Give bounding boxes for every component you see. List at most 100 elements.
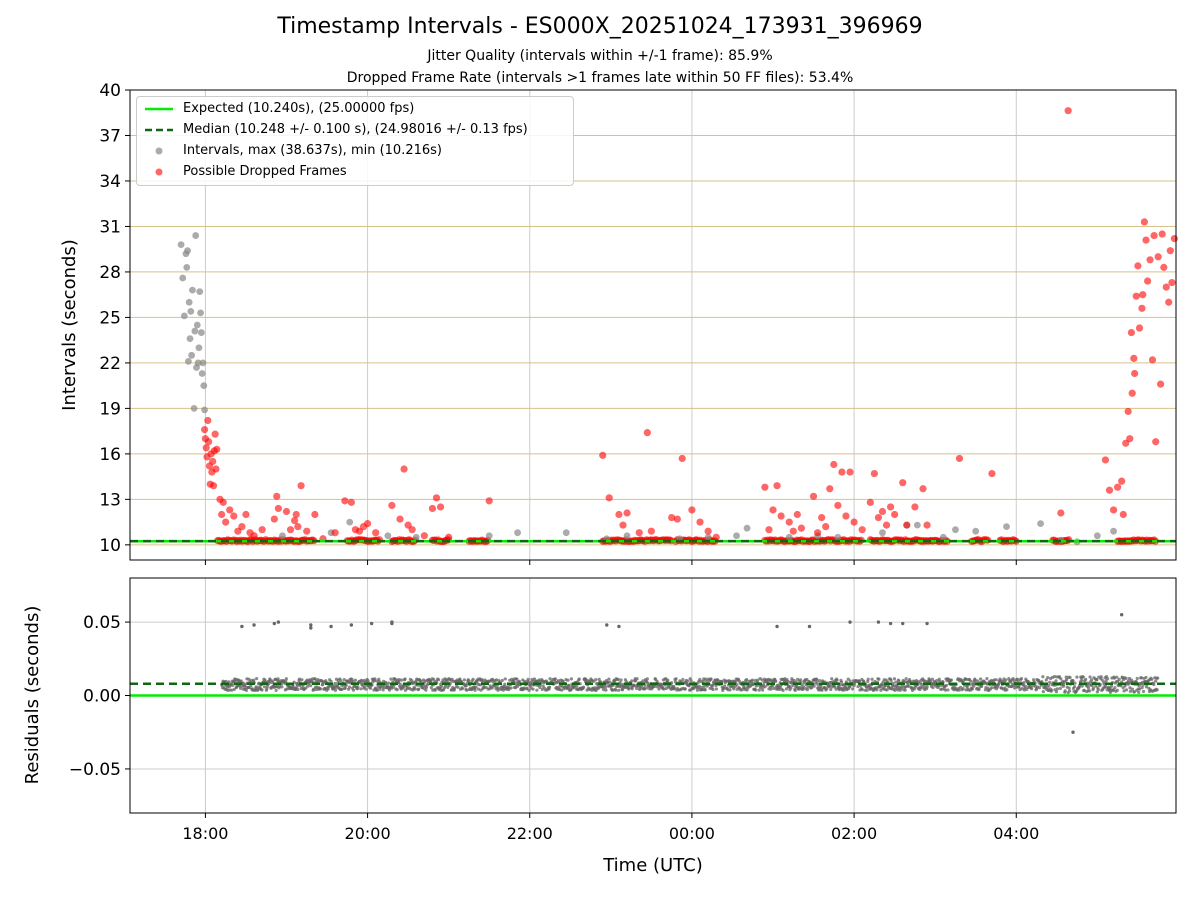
residual-point-83	[260, 688, 264, 692]
residual-point-1351	[877, 677, 881, 681]
dropped-point-33	[291, 516, 299, 525]
dropped-point-15	[213, 445, 221, 453]
residual-point-934	[674, 677, 678, 681]
residual-point-248	[340, 687, 344, 691]
residual-point-306	[368, 686, 373, 690]
residual-point-719	[569, 677, 574, 681]
residual-point-160	[297, 677, 302, 681]
intervals-y-tick-label-0: 10	[99, 536, 121, 556]
residual-point-776	[597, 677, 601, 681]
interval-point-33	[562, 529, 570, 537]
dropped-point-100	[886, 503, 895, 511]
residual-point-1405	[903, 688, 907, 692]
interval-point-1	[179, 274, 187, 282]
residual-outlier-18	[901, 621, 905, 626]
residual-point-648	[535, 688, 539, 692]
residual-point-233	[333, 681, 337, 686]
residual-point-1358	[880, 683, 884, 687]
interval-point-15	[196, 288, 204, 296]
residual-point-1782	[1086, 686, 1091, 690]
residual-point-1399	[900, 684, 904, 688]
dropped-point-65	[643, 429, 651, 437]
residual-point-361	[395, 688, 399, 692]
residual-point-1045	[728, 688, 732, 692]
dropped-point-71	[696, 518, 704, 526]
chart-title: Timestamp Intervals - ES000X_20251024_17…	[277, 14, 923, 39]
legend-entry-expected: Expected (10.240s), (25.00000 fps)	[137, 99, 573, 119]
dropped-point-89	[834, 501, 842, 510]
dropped-point-108	[988, 469, 996, 478]
dropped-point-54	[428, 504, 437, 513]
residual-point-124	[280, 685, 284, 689]
residual-point-640	[531, 687, 535, 691]
expected-line-swatch	[145, 107, 173, 111]
residual-point-875	[645, 677, 649, 681]
dropped-point-28	[270, 515, 278, 523]
dropped-point-59	[599, 451, 607, 459]
residual-point-1355	[879, 688, 883, 692]
residual-point-837	[627, 687, 631, 691]
interval-point-29	[384, 532, 392, 540]
residual-point-1681	[1037, 686, 1042, 690]
interval-point-38	[733, 532, 740, 540]
residual-point-66	[252, 678, 256, 682]
interval-point-26	[279, 532, 286, 540]
residuals-panel: −0.05 0.00 0.05 18:00 20:00 22:00 00:00 02:00 0…	[22, 577, 1177, 876]
residual-point-1010	[711, 687, 715, 692]
residual-point-1560	[978, 677, 983, 681]
interval-point-11	[191, 327, 199, 335]
interval-point-21	[201, 406, 208, 414]
residual-point-1712	[1052, 674, 1057, 679]
residual-point-810	[614, 688, 618, 692]
dropped-point-137	[1165, 298, 1173, 306]
residual-point-1196	[801, 685, 806, 689]
residual-point-1368	[885, 688, 889, 692]
residual-point-1622	[1009, 680, 1013, 684]
residual-outlier-19	[925, 621, 929, 626]
residual-point-899	[657, 687, 661, 691]
residual-point-1490	[944, 683, 949, 687]
intervals-y-axis-label: Intervals (seconds)	[59, 239, 80, 411]
intervals-axes-frame	[129, 89, 1177, 561]
residual-point-431	[429, 686, 433, 690]
dropped-point-138	[1166, 247, 1174, 255]
residual-point-398	[413, 687, 417, 691]
dropped-point-52	[408, 526, 416, 534]
residual-outlier-14	[807, 624, 812, 629]
residual-point-271	[351, 688, 356, 692]
residual-point-612	[517, 679, 521, 683]
residual-outlier-20	[1119, 613, 1124, 617]
interval-point-8	[188, 351, 196, 359]
residual-point-1265	[835, 678, 839, 682]
dropped-point-57	[445, 533, 453, 541]
residual-point-504	[465, 688, 469, 692]
dropped-point-127	[1144, 277, 1152, 285]
residual-point-1546	[972, 684, 976, 688]
residual-outlier-0	[240, 624, 244, 629]
residual-point-294	[363, 685, 367, 689]
residual-point-953	[683, 687, 687, 691]
dropped-point-92	[846, 468, 854, 476]
legend-label-expected: Expected (10.240s), (25.00000 fps)	[183, 101, 415, 116]
dropped-point-81	[793, 510, 801, 519]
dropped-point-84	[814, 529, 822, 537]
x-tick-label-3: 00:00	[669, 824, 715, 843]
residual-point-853	[635, 686, 639, 691]
residual-point-1164	[786, 679, 790, 683]
residual-point-1337	[870, 677, 874, 681]
residual-point-994	[703, 687, 707, 692]
dropped-point-70	[688, 506, 696, 514]
dropped-point-94	[858, 526, 866, 534]
residual-point-1573	[985, 677, 989, 681]
residual-point-1771	[1081, 675, 1085, 679]
residual-point-1864	[1126, 679, 1131, 683]
dropped-marker-swatch	[155, 168, 163, 176]
residual-point-1637	[1016, 680, 1020, 684]
residual-point-245	[339, 679, 343, 683]
residual-point-1462	[931, 685, 935, 690]
dropped-point-115	[1119, 510, 1127, 519]
dropped-point-109	[1057, 509, 1065, 517]
residual-point-1768	[1080, 678, 1084, 683]
residual-point-521	[473, 688, 477, 692]
residuals-y-axis-label: Residuals (seconds)	[22, 606, 43, 785]
